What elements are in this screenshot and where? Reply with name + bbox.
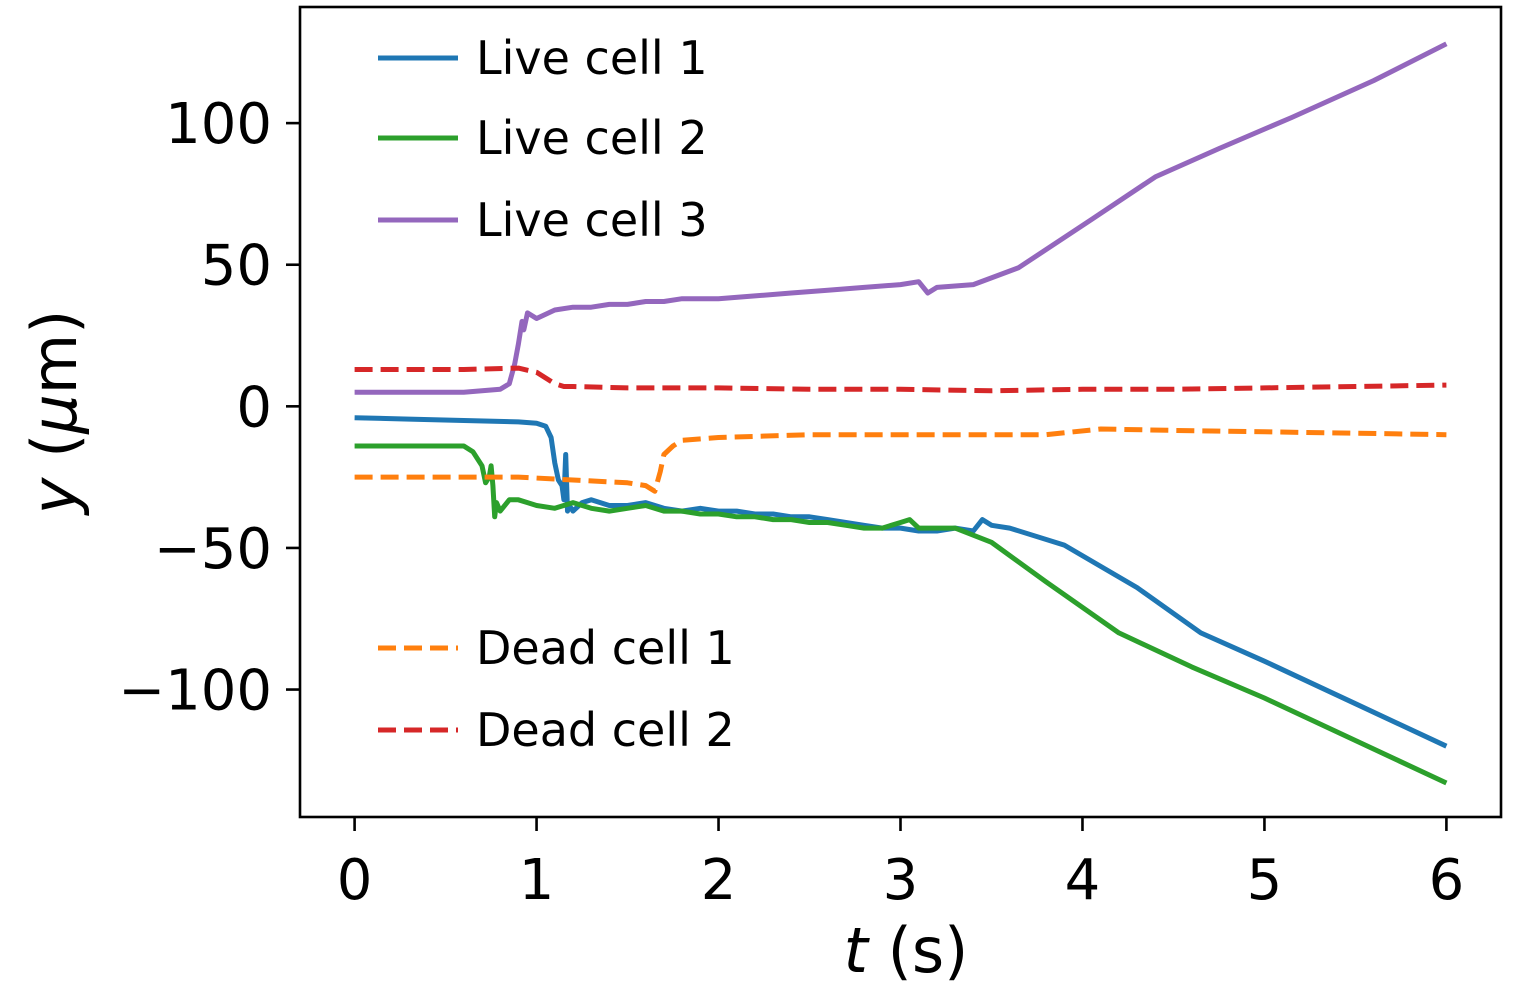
x-tick-label: 5 (1247, 848, 1283, 913)
series-line-live-cell-1 (354, 415, 1448, 749)
x-tick-label: 1 (519, 848, 555, 913)
x-tick-label: 6 (1429, 848, 1465, 913)
legend-label-dead-cell-1: Dead cell 1 (476, 621, 735, 675)
x-tick-label: 4 (1065, 848, 1101, 913)
legend-label-live-cell-1: Live cell 1 (476, 31, 708, 85)
y-tick-label: 0 (236, 375, 272, 440)
legend-live-cells: Live cell 1 Live cell 2 Live cell 3 (378, 31, 708, 247)
x-tick-label: 3 (883, 848, 919, 913)
legend-dead-cells: Dead cell 1 Dead cell 2 (378, 621, 735, 757)
x-axis: 0 1 2 3 4 5 6 (337, 817, 1464, 913)
y-tick-label: 50 (201, 234, 272, 299)
y-tick-label: −100 (118, 659, 272, 724)
x-tick-label: 0 (337, 848, 373, 913)
series-line-live-cell-3 (354, 41, 1448, 395)
y-tick-label: 100 (165, 92, 272, 157)
series-lines (354, 41, 1448, 786)
legend-label-dead-cell-2: Dead cell 2 (476, 703, 735, 757)
legend-label-live-cell-2: Live cell 2 (476, 111, 708, 165)
y-tick-label: −50 (154, 517, 272, 582)
series-line-dead-cell-1 (354, 426, 1447, 494)
series-line-dead-cell-2 (354, 365, 1447, 394)
y-axis: 100 50 0 −50 −100 (118, 92, 300, 724)
x-axis-label: t (s) (844, 914, 969, 987)
y-axis-label: y (μm) (18, 310, 91, 517)
legend-label-live-cell-3: Live cell 3 (476, 193, 708, 247)
x-tick-label: 2 (701, 848, 737, 913)
